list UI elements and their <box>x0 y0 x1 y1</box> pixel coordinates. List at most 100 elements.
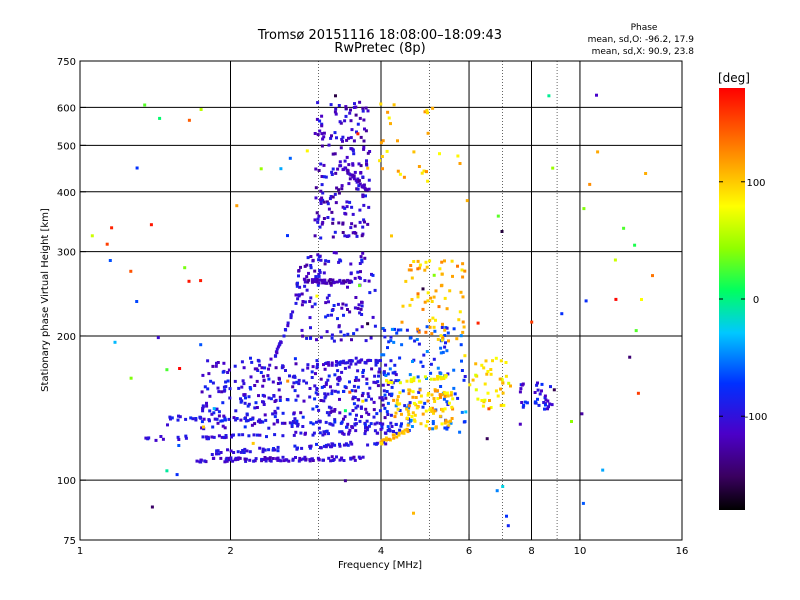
data-point <box>250 423 254 427</box>
data-point <box>269 397 273 401</box>
data-point <box>156 336 160 340</box>
data-point <box>333 443 337 447</box>
data-point <box>418 388 422 392</box>
data-point <box>384 396 388 400</box>
data-point <box>129 269 133 273</box>
data-point <box>354 231 358 235</box>
data-point <box>404 279 408 283</box>
data-point <box>386 110 390 114</box>
data-point <box>343 166 347 170</box>
data-point <box>221 370 225 374</box>
data-point <box>390 425 394 428</box>
data-point <box>273 409 277 413</box>
data-point <box>331 221 335 225</box>
data-point <box>461 275 465 279</box>
data-point <box>364 429 367 433</box>
data-point <box>444 419 448 423</box>
data-point <box>546 399 550 403</box>
data-point <box>341 168 345 172</box>
data-point <box>241 379 245 383</box>
data-point <box>489 406 493 409</box>
data-point <box>439 346 443 350</box>
data-point <box>230 435 233 439</box>
data-point <box>387 340 391 344</box>
chart-title: Tromsø 20151116 18:08:00–18:09:43 <box>257 28 502 43</box>
data-point <box>341 431 345 435</box>
data-point <box>233 364 237 368</box>
data-point <box>546 407 549 411</box>
data-point <box>452 386 456 390</box>
data-point <box>369 422 373 426</box>
data-point <box>425 377 428 380</box>
data-point <box>342 281 346 285</box>
data-point <box>348 390 352 394</box>
data-point <box>457 318 461 322</box>
data-point <box>339 164 343 168</box>
data-point <box>316 217 320 221</box>
data-point <box>350 222 354 226</box>
data-point <box>330 442 334 446</box>
data-point <box>253 459 257 463</box>
data-point <box>352 384 356 388</box>
data-point <box>317 281 321 285</box>
data-point <box>374 360 378 364</box>
data-point <box>392 430 395 433</box>
data-point <box>354 417 358 421</box>
data-point <box>365 162 368 166</box>
data-point <box>337 221 341 225</box>
data-point <box>242 382 246 386</box>
data-point <box>483 382 487 386</box>
data-point <box>300 292 304 296</box>
data-point <box>325 200 329 204</box>
data-point <box>329 136 333 140</box>
data-point <box>281 455 285 459</box>
data-point <box>535 383 539 387</box>
data-point <box>410 298 414 301</box>
data-point <box>373 429 377 433</box>
data-point <box>421 405 425 409</box>
data-point <box>366 322 370 326</box>
data-point <box>335 360 338 363</box>
data-point <box>232 451 236 454</box>
data-point <box>417 390 421 394</box>
data-point <box>294 430 298 434</box>
data-point <box>357 179 361 183</box>
data-point <box>330 336 334 340</box>
data-point <box>311 280 314 284</box>
data-point <box>523 400 527 404</box>
data-point <box>320 122 324 126</box>
data-point <box>201 373 205 377</box>
data-point <box>381 398 385 402</box>
data-point <box>108 259 112 262</box>
data-point <box>412 260 416 263</box>
data-point <box>408 336 412 340</box>
data-point <box>416 259 420 263</box>
data-point <box>352 395 356 399</box>
data-point <box>293 421 297 425</box>
data-point <box>411 395 415 399</box>
data-point <box>326 443 330 447</box>
data-point <box>584 299 588 303</box>
data-point <box>421 364 425 368</box>
data-point <box>318 278 322 282</box>
data-point <box>363 220 366 224</box>
data-point <box>293 417 297 421</box>
data-point <box>326 313 330 317</box>
data-point <box>543 394 547 398</box>
data-point <box>343 479 347 483</box>
x-tick-label: 8 <box>528 546 534 557</box>
data-point <box>449 391 453 395</box>
data-point <box>309 336 312 340</box>
data-point <box>302 399 306 403</box>
data-point <box>443 421 447 425</box>
data-point <box>90 234 94 238</box>
data-point <box>258 433 262 437</box>
data-point <box>460 359 463 363</box>
data-point <box>241 449 245 452</box>
data-point <box>211 456 215 460</box>
data-point <box>365 377 369 381</box>
data-point <box>343 366 347 370</box>
data-point <box>430 406 434 410</box>
data-point <box>416 375 420 379</box>
